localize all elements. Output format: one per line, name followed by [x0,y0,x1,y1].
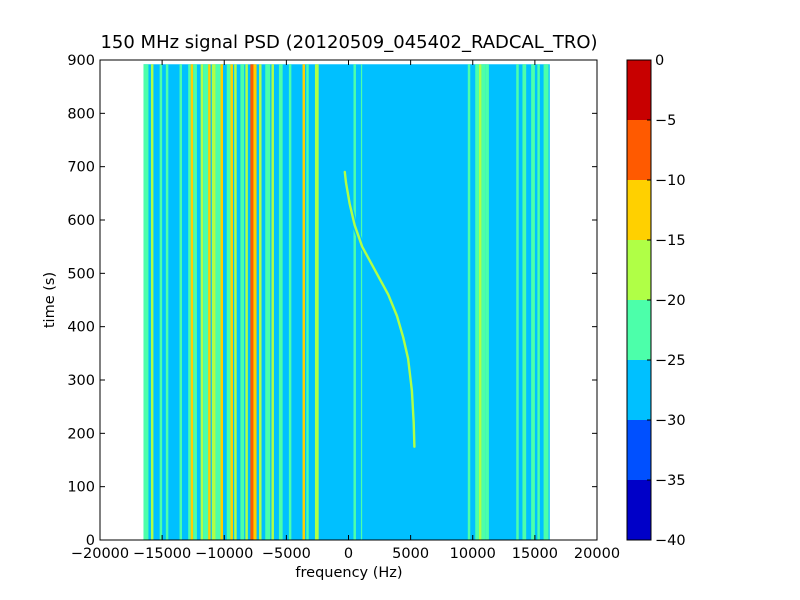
colorbar [626,59,652,541]
x-tick-label: 20000 [574,546,620,562]
heatmap-band [478,64,482,541]
heatmap-band [240,64,245,541]
chart-title: 150 MHz signal PSD (20120509_045402_RADC… [100,32,597,53]
colorbar-tick-label: −40 [655,533,686,549]
colorbar-level [627,480,651,540]
heatmap-band [190,64,194,541]
colorbar-level [627,60,651,120]
heatmap-band [485,64,489,541]
heatmap-band [467,64,471,541]
heatmap-band [314,64,319,541]
colorbar-tick-label: 0 [655,53,664,69]
colorbar-level [627,300,651,360]
heatmap-band [531,64,535,541]
heatmap-band [188,64,191,541]
x-tick-label: −20000 [71,546,129,562]
heatmap-band [245,64,248,541]
heatmap-bands [143,64,549,541]
colorbar-level [627,420,651,480]
x-axis-title: frequency (Hz) [295,565,402,581]
heatmap-band [143,64,149,541]
heatmap-band [250,64,254,541]
heatmap-band [353,64,356,541]
heatmap-band [193,64,197,541]
colorbar-tick-label: −20 [655,293,686,309]
chirp-trace-group [342,169,417,450]
y-tick-label: 500 [67,266,95,282]
y-axis-ticks: 0 100 200 300 400 500 600 700 800 900 [67,53,597,549]
colorbar-tick-label: −25 [655,353,686,369]
heatmap-band [302,64,306,541]
heatmap-band [271,64,274,541]
heatmap-band [259,64,262,541]
y-tick-label: 400 [67,320,95,336]
y-tick-label: 600 [67,213,95,229]
heatmap-band [522,64,527,541]
heatmap-band [481,64,486,541]
heatmap-band [165,64,169,541]
heatmap-band [211,64,216,541]
y-tick-label: 800 [67,106,95,122]
heatmap-band [475,64,479,541]
x-tick-label: 15000 [512,546,558,562]
colorbar-tick-label: −30 [655,413,686,429]
heatmap-band [265,64,271,541]
x-axis-ticks: −20000 −15000 −10000 −5000 0 5000 10000 15000 20… [71,60,620,562]
colorbar-level [627,120,651,180]
heatmap-band [288,64,292,541]
y-tick-label: 300 [67,373,95,389]
heatmap-band [516,64,519,541]
colorbar-ticks: 0 −5 −10 −15 −20 −25 −30 −35 −40 [647,53,686,549]
heatmap-band [360,64,363,541]
heatmap-band [203,64,209,541]
colorbar-tick-label: −5 [655,113,676,129]
colorbar-level [627,360,651,420]
heatmap-band [537,64,540,541]
heatmap-band [215,64,221,541]
heatmap-band [278,64,283,541]
heatmap-band [226,64,231,541]
heatmap-band [230,64,233,541]
heatmap-band [234,64,237,541]
x-tick-label: −15000 [133,546,191,562]
heatmap-band [200,64,204,541]
y-tick-label: 700 [67,160,95,176]
x-tick-label: 0 [344,546,353,562]
colorbar-tick-label: −35 [655,473,686,489]
y-axis-title: time (s) [42,272,58,328]
heatmap-band [543,64,549,541]
x-tick-label: −5000 [262,546,311,562]
heatmap-band [179,64,183,541]
x-tick-label: 10000 [450,546,496,562]
x-tick-label: −10000 [195,546,253,562]
colorbar-tick-label: −15 [655,233,686,249]
heatmap-band [150,64,154,541]
colorbar-level [627,240,651,300]
heatmap-band [159,64,163,541]
y-tick-label: 200 [67,426,95,442]
chirp-trace [343,170,416,448]
heatmap-band [253,64,257,541]
heatmap-band [306,64,309,541]
y-tick-label: 900 [67,53,95,69]
heatmap-band [208,64,211,541]
heatmap-band [220,64,224,541]
colorbar-level [627,180,651,240]
x-tick-label: 5000 [392,546,429,562]
colorbar-tick-label: −10 [655,173,686,189]
y-tick-label: 0 [86,533,95,549]
y-tick-label: 100 [67,480,95,496]
